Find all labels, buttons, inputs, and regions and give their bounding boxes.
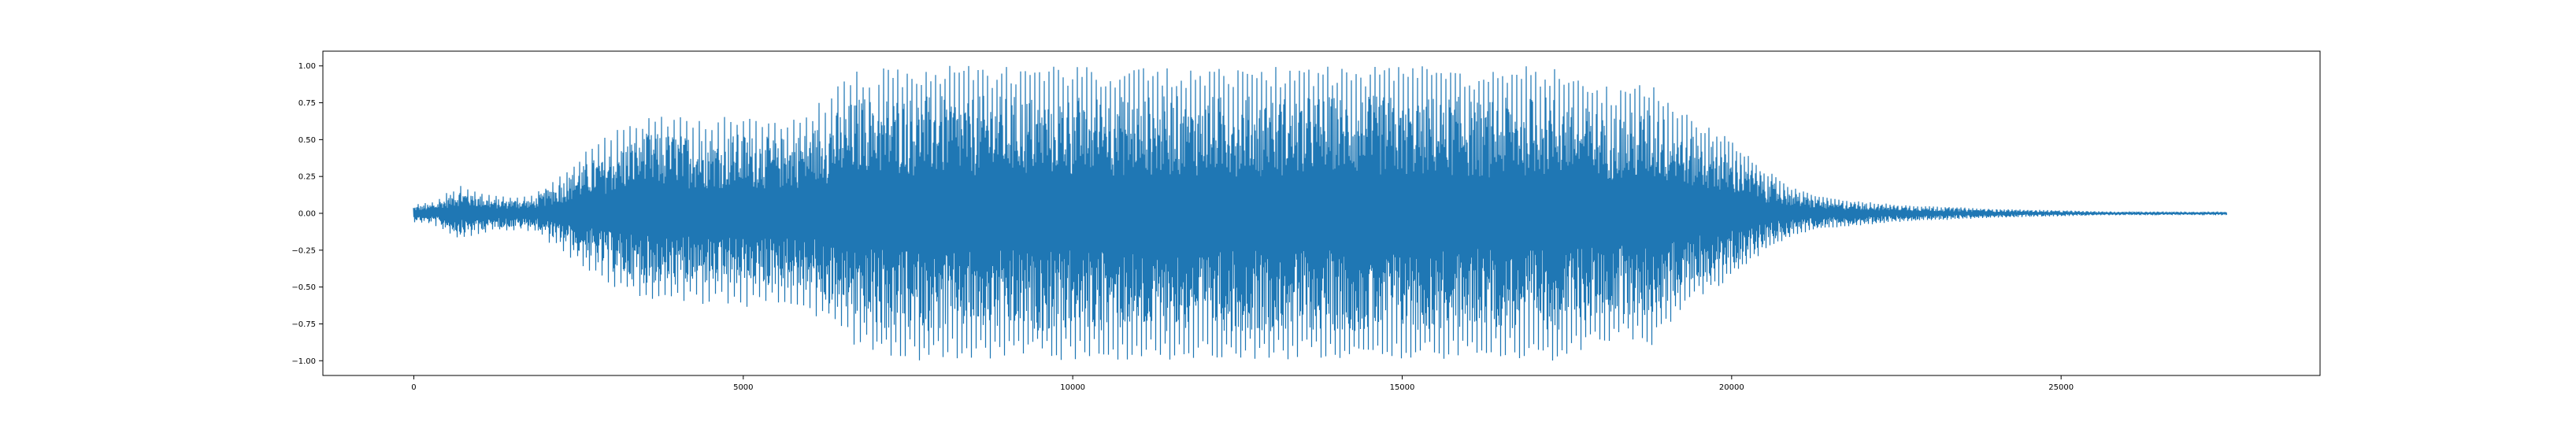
x-tick-label: 20000 [1719,383,1744,392]
y-tick-label: 1.00 [298,62,316,71]
y-tick-label: −1.00 [291,357,316,366]
y-tick-label: 0.00 [298,210,316,219]
y-tick-label: 0.50 [298,136,316,145]
x-tick-label: 10000 [1060,383,1085,392]
y-tick-label: −0.25 [291,246,316,255]
x-tick-label: 0 [411,383,416,392]
waveform-series-line [413,65,2228,361]
y-tick-label: −0.75 [291,320,316,329]
x-tick-label: 15000 [1390,383,1415,392]
x-tick-label: 25000 [2048,383,2074,392]
y-tick-label: 0.25 [298,173,316,182]
y-tick-label: 0.75 [298,99,316,108]
x-tick-label: 5000 [733,383,753,392]
y-tick-label: −0.50 [291,283,316,292]
